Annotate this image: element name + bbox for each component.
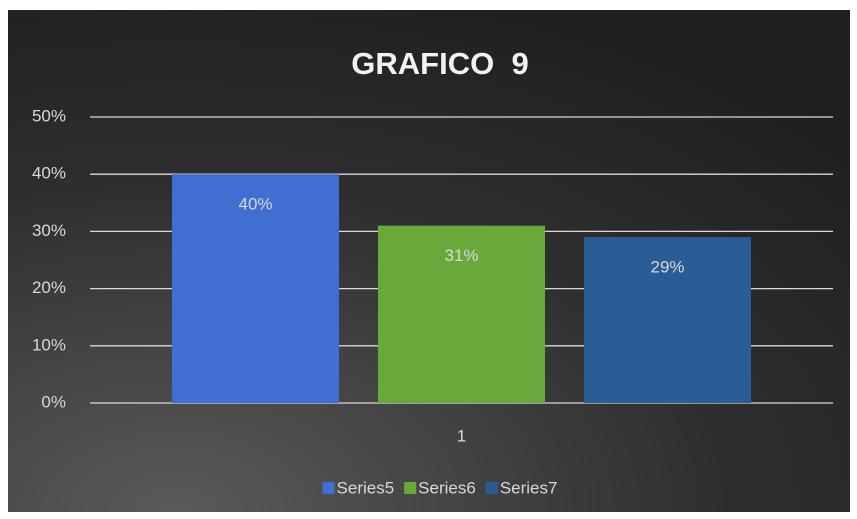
y-tick-label: 30% (32, 221, 66, 240)
data-label: 31% (444, 246, 478, 265)
y-tick-label: 50% (32, 106, 66, 125)
legend-label: Series6 (418, 478, 476, 497)
y-tick-label: 0% (41, 392, 66, 411)
bar (584, 237, 751, 403)
chart-title: GRAFICO 9 (351, 46, 528, 81)
bar (378, 225, 545, 403)
legend-label: Series7 (500, 478, 558, 497)
legend-label: Series5 (337, 478, 395, 497)
legend-swatch (404, 482, 417, 494)
data-label: 29% (650, 258, 684, 277)
legend-swatch (322, 482, 335, 494)
data-label: 40% (238, 195, 272, 214)
legend-swatch (485, 482, 498, 494)
y-tick-label: 20% (32, 278, 66, 297)
x-tick-label: 1 (457, 426, 466, 445)
y-tick-label: 40% (32, 164, 66, 183)
y-tick-label: 10% (32, 335, 66, 354)
bar (172, 174, 339, 403)
